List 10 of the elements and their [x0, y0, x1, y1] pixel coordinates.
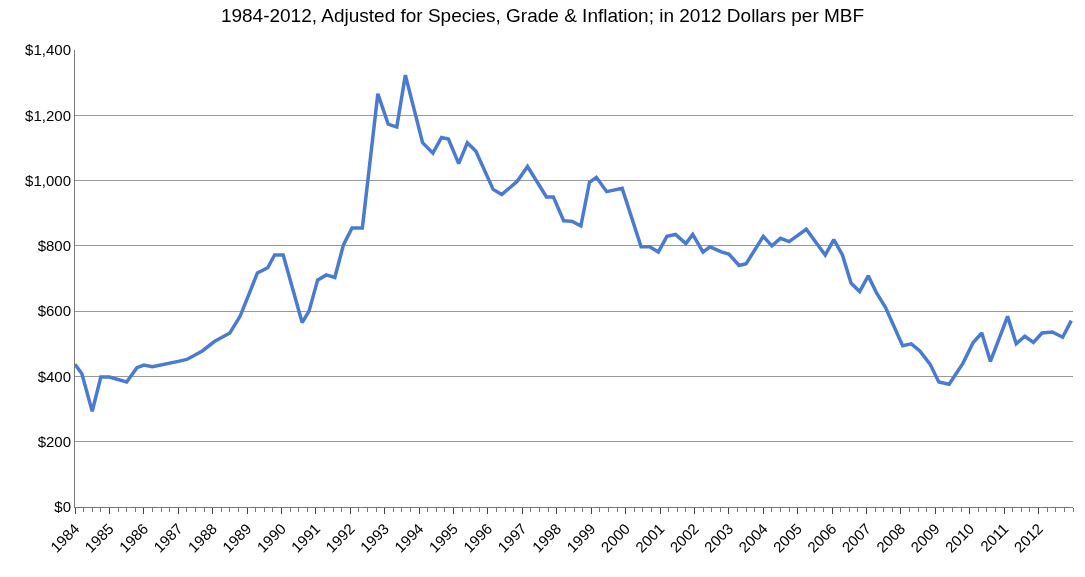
y-tick-label: $1,400: [25, 41, 71, 59]
y-tick-label: $1,000: [25, 171, 71, 189]
y-tick-label: $0: [54, 498, 71, 516]
y-tick-label: $200: [37, 432, 71, 450]
y-tick-label: $600: [37, 302, 71, 320]
y-tick-label: $1,200: [25, 106, 71, 124]
y-tick-label: $400: [37, 367, 71, 385]
chart-title: 1984-2012, Adjusted for Species, Grade & Inflation; in 2012 Dollars per MBF: [220, 4, 865, 26]
line-series: [75, 73, 1073, 414]
y-tick-label: $800: [37, 237, 71, 255]
